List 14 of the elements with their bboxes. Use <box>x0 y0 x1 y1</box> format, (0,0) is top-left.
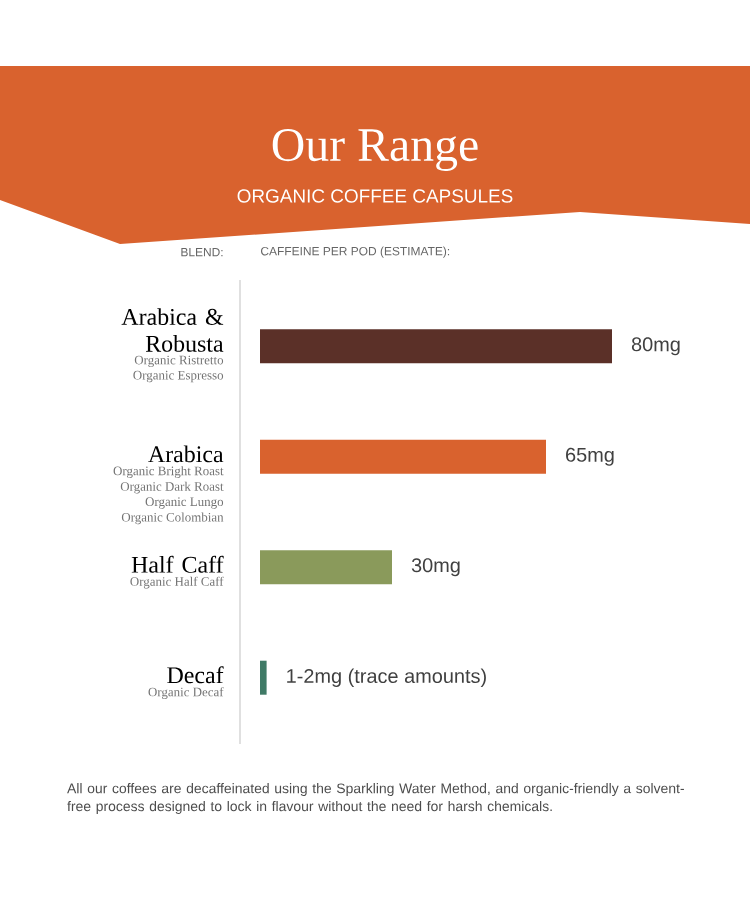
bar <box>260 329 612 364</box>
y-tick-label: Decaf <box>167 666 224 684</box>
y-tick-label: Arabica & Robusta <box>121 308 224 352</box>
bar <box>260 550 392 585</box>
bar <box>260 439 546 474</box>
y-tick-label: Arabica <box>148 445 224 463</box>
y-tick-label: Half Caff <box>131 555 224 573</box>
data-label: 30mg <box>411 558 460 577</box>
bar <box>260 660 267 695</box>
data-label: 80mg <box>631 337 680 356</box>
data-label: 1-2mg (trace amounts) <box>287 668 486 687</box>
chart-subtitle: ORGANIC COFFEE CAPSULES <box>237 189 513 203</box>
chart-title: Our Range <box>272 129 478 171</box>
data-label: 65mg <box>566 447 614 466</box>
